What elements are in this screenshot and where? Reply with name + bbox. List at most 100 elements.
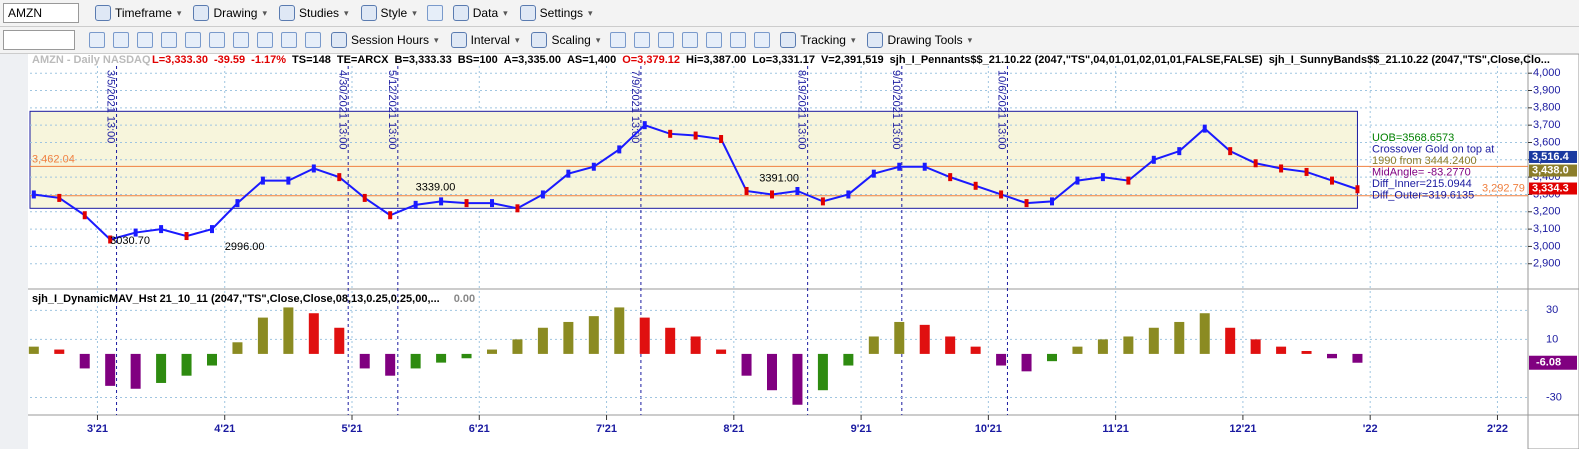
price-bar: [744, 186, 749, 195]
icon-button[interactable]: [658, 32, 675, 48]
header-field: A=3,335.00: [504, 54, 561, 66]
price-bar: [540, 190, 545, 199]
histogram-bar: [945, 336, 956, 354]
toolbar-button[interactable]: Studies: [279, 5, 349, 21]
price-bar: [1253, 159, 1258, 168]
study-note: Diff_Inner=215.0944: [1372, 178, 1472, 190]
axis-price-box: [1529, 164, 1577, 177]
x-tick-label: 4'21: [214, 423, 235, 435]
icon-button[interactable]: [281, 32, 297, 48]
histogram-bar: [1072, 346, 1083, 354]
toolbar-button[interactable]: Session Hours: [331, 32, 439, 48]
histogram-bar: [639, 317, 650, 354]
price-bar: [1100, 173, 1105, 182]
histogram-bar: [996, 353, 1007, 366]
y-tick-label: 2,900: [1533, 258, 1561, 270]
icon-button[interactable]: [209, 32, 225, 48]
price-bar: [133, 228, 138, 237]
icon-button[interactable]: [233, 32, 249, 48]
histogram-bar: [1250, 339, 1261, 354]
price-bar: [464, 199, 469, 208]
histogram-bar: [1123, 336, 1134, 354]
toolbar-button[interactable]: Timeframe: [95, 5, 181, 21]
toolbar-icons: [85, 32, 325, 48]
toolbar-button[interactable]: Style: [361, 5, 417, 21]
icon-button[interactable]: [706, 32, 723, 48]
study-title: sjh_I_DynamicMAV_Hst 21_10_11 (2047,"TS"…: [32, 293, 440, 305]
secondary-toolbar: Session Hours Interval Scaling Tracking …: [0, 27, 1579, 54]
price-bar: [668, 129, 673, 138]
price-bar: [871, 169, 876, 178]
price-bar: [388, 211, 393, 220]
main-toolbar: AMZN Timeframe Drawing Studies Style Dat…: [0, 0, 1579, 27]
price-bar: [490, 199, 494, 208]
histogram-bar: [741, 353, 752, 376]
icon-button[interactable]: [610, 32, 627, 48]
histogram-bar: [792, 353, 803, 405]
symbol-input[interactable]: AMZN: [3, 3, 79, 23]
icon-button[interactable]: [137, 32, 153, 48]
icon-button[interactable]: [113, 32, 129, 48]
toolbar-button[interactable]: Data: [453, 5, 508, 21]
toolbar-button[interactable]: Interval: [451, 32, 520, 48]
vertical-marker-label: 8/19/2021 13:00: [796, 70, 808, 150]
toolbar-icons: [423, 5, 447, 21]
histogram-bar: [843, 353, 854, 366]
icon-button[interactable]: [89, 32, 105, 48]
price-bar: [1355, 185, 1360, 194]
toolbar-button[interactable]: Drawing Tools: [867, 32, 972, 48]
price-bar: [642, 121, 647, 130]
price-bar: [362, 193, 367, 202]
price-bar: [566, 169, 571, 178]
vertical-marker-label: 7/9/2021 13:00: [629, 70, 641, 143]
price-bar: [922, 162, 927, 171]
symbol-title: AMZN - Daily NASDAQ: [32, 54, 151, 66]
price-bar: [1151, 155, 1156, 164]
price-bar: [591, 162, 596, 171]
toolbar-button[interactable]: Scaling: [531, 32, 600, 48]
price-label: 3391.00: [759, 173, 799, 185]
icon-button[interactable]: [682, 32, 699, 48]
drawing-sidebar: [0, 54, 28, 449]
icon-button[interactable]: [257, 32, 273, 48]
histogram-bar: [334, 327, 345, 354]
header-field: -1.17%: [251, 54, 286, 66]
y-tick-label: 3,000: [1533, 240, 1561, 252]
histogram-bar: [767, 353, 777, 391]
histogram-bar: [817, 353, 828, 391]
vertical-marker-label: 4/30/2021 13:00: [336, 70, 348, 150]
y-tick-label: 3,200: [1533, 206, 1561, 218]
x-tick-label: 5'21: [342, 423, 363, 435]
price-bar: [210, 225, 214, 234]
price-bar: [820, 197, 825, 206]
header-field: -39.59: [214, 54, 245, 66]
combo-input[interactable]: [3, 30, 75, 50]
icon-button[interactable]: [185, 32, 201, 48]
icon-button[interactable]: [426, 5, 443, 21]
y-tick-label: 30: [1546, 304, 1558, 316]
histogram-bar: [79, 353, 90, 369]
y-tick-label: 3,100: [1533, 223, 1561, 235]
histogram-bar: [1327, 353, 1337, 359]
histogram-bar: [1225, 327, 1236, 354]
histogram-bar: [1097, 339, 1108, 354]
icon-button[interactable]: [161, 32, 177, 48]
icon-button[interactable]: [754, 32, 771, 48]
histogram-bar: [28, 346, 39, 354]
toolbar-button[interactable]: Drawing: [193, 5, 267, 21]
histogram-bar: [1174, 321, 1185, 354]
icon-button[interactable]: [305, 32, 321, 48]
price-bar: [337, 173, 342, 182]
histogram-bar: [359, 353, 370, 369]
y-tick-label: 10: [1546, 333, 1558, 345]
icon-button[interactable]: [730, 32, 747, 48]
price-bar: [617, 145, 622, 154]
toolbar-button[interactable]: Tracking: [780, 32, 855, 48]
price-bar: [1304, 167, 1309, 176]
toolbar-button[interactable]: Settings: [520, 5, 593, 21]
price-bar: [973, 181, 978, 190]
y-tick-label: 3,800: [1533, 102, 1561, 114]
icon-button[interactable]: [634, 32, 651, 48]
header-field: Lo=3,331.17: [752, 54, 815, 66]
histogram-bar: [894, 321, 905, 354]
